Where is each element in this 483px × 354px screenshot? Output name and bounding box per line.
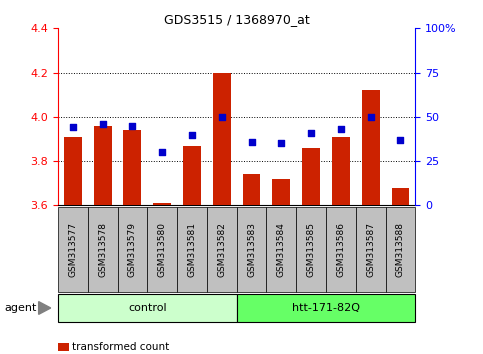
Text: GSM313587: GSM313587 (366, 222, 375, 277)
Text: GSM313588: GSM313588 (396, 222, 405, 277)
Text: htt-171-82Q: htt-171-82Q (292, 303, 360, 313)
Bar (64, 137, 82, 205)
Point (307, 130, 315, 136)
Bar (362, 90, 380, 205)
Bar (183, 145, 201, 205)
Point (218, 114, 226, 120)
Text: GSM313586: GSM313586 (337, 222, 345, 277)
Point (397, 137, 404, 143)
Point (367, 114, 375, 120)
Point (337, 126, 345, 132)
Text: GSM313581: GSM313581 (187, 222, 197, 277)
Point (69, 125, 77, 130)
Text: GSM313578: GSM313578 (98, 222, 107, 277)
Text: GSM313583: GSM313583 (247, 222, 256, 277)
Text: agent: agent (5, 303, 37, 313)
Text: GSM313580: GSM313580 (158, 222, 167, 277)
Text: GSM313579: GSM313579 (128, 222, 137, 277)
Text: GSM313577: GSM313577 (69, 222, 77, 277)
Point (99, 121, 107, 127)
Bar (153, 203, 171, 205)
Point (158, 149, 166, 155)
Text: control: control (128, 303, 167, 313)
Bar (302, 148, 320, 205)
Text: transformed count: transformed count (72, 342, 170, 352)
Bar (213, 73, 231, 205)
Bar (94, 126, 112, 205)
Text: GSM313582: GSM313582 (217, 222, 226, 277)
Text: GSM313585: GSM313585 (307, 222, 315, 277)
Bar (242, 174, 260, 205)
Bar (124, 130, 142, 205)
Bar (272, 179, 290, 205)
Text: GSM313584: GSM313584 (277, 222, 286, 277)
Bar (332, 137, 350, 205)
Point (128, 123, 136, 129)
Point (188, 132, 196, 137)
Bar (392, 188, 410, 205)
Title: GDS3515 / 1368970_at: GDS3515 / 1368970_at (164, 13, 310, 26)
Point (278, 141, 285, 146)
Point (248, 139, 256, 144)
